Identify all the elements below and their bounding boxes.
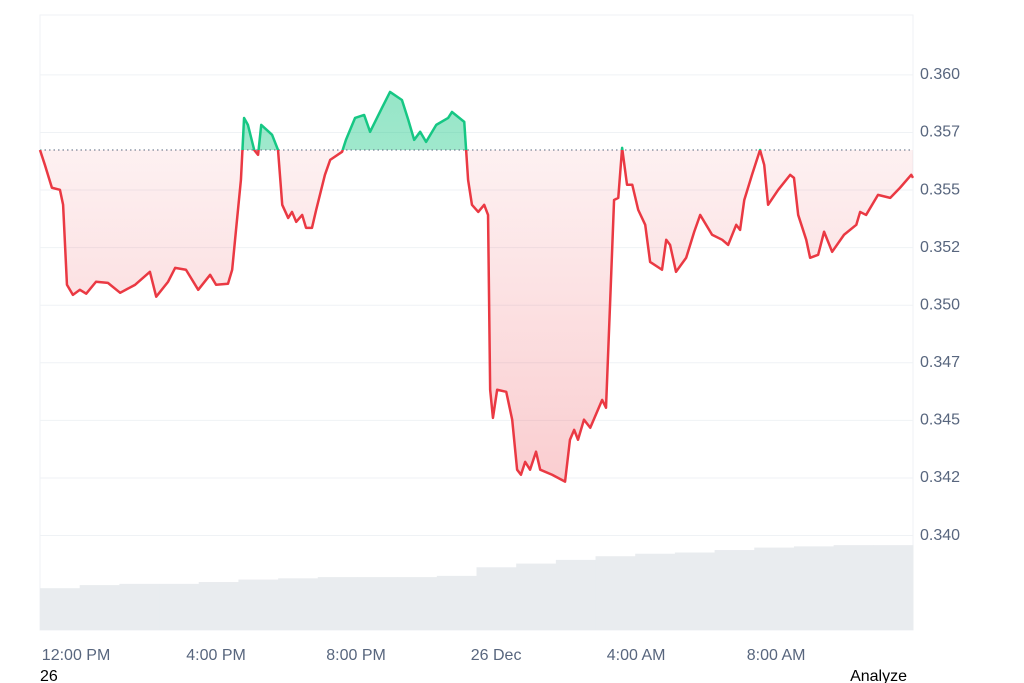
x-tick-label: 4:00 PM [186,647,246,664]
line-down [38,149,915,483]
area-up [242,91,623,150]
y-tick-label: 0.345 [920,412,960,429]
volume-bar [317,577,358,630]
y-tick-label: 0.347 [920,354,960,371]
x-tick-label: 8:00 AM [747,647,806,664]
area-down [40,149,913,482]
y-tick-label: 0.352 [920,239,960,256]
y-tick-label: 0.340 [920,527,960,544]
volume-bar [555,559,597,630]
volume-bar [436,575,477,630]
x-tick-label: 8:00 PM [326,647,386,664]
volume-bar [40,588,81,630]
plot-frame [39,14,914,631]
volume-bar [714,550,755,630]
volume-bar [873,545,914,630]
volume-bar [278,578,319,630]
volume-bar [357,577,398,630]
y-tick-label: 0.350 [920,296,960,313]
volume-bar [833,545,874,630]
volume-bar [397,577,438,630]
x-tick-label: 4:00 AM [607,647,666,664]
x-tick-label: 26 Dec [471,647,522,664]
y-tick-label: 0.355 [920,181,960,198]
volume-bar [516,563,557,630]
volume-bar [159,583,200,630]
volume-bar [754,547,795,630]
y-tick-label: 0.360 [920,66,960,83]
volume-bar [198,582,239,630]
volume-bar [119,583,160,630]
volume-bar [595,556,636,630]
plot: 0.360 0.357 0.355 0.352 0.350 0.347 0.345 0.342… [38,66,960,664]
volume-bar [79,585,120,630]
volume-bar [635,553,676,630]
y-tick-label: 0.342 [920,469,960,486]
volume-bar [238,579,279,630]
volume-bar [476,567,517,630]
x-tick-label: 12:00 PM [42,647,110,664]
footer-left: 26 [40,668,58,683]
volume-bar [674,552,716,630]
footer-right[interactable]: Analyze [850,668,907,683]
y-tick-label: 0.357 [920,124,960,141]
volume-bar [793,546,835,630]
